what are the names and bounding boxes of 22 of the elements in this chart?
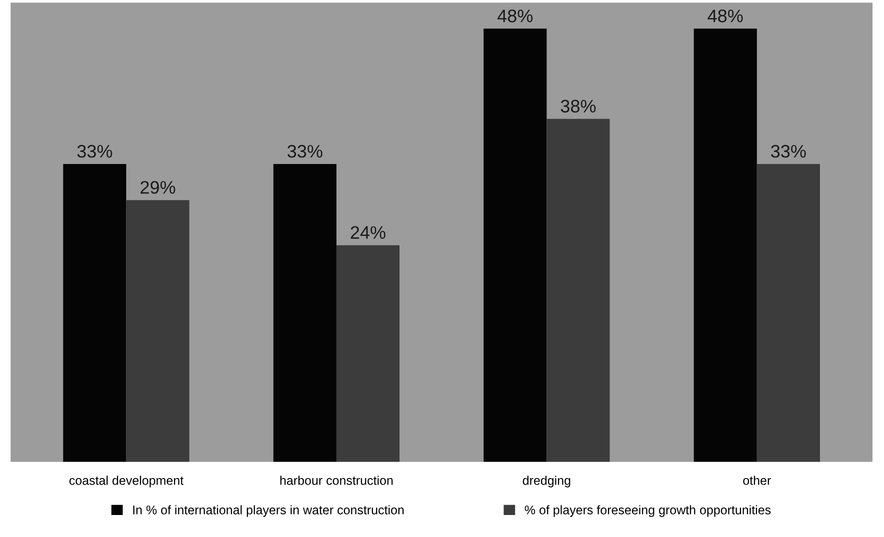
- data-label: 33%: [771, 144, 806, 158]
- x-tick-label: coastal development: [69, 476, 184, 488]
- bar: [546, 118, 610, 462]
- x-tick-label: dredging: [522, 476, 570, 488]
- data-label: 38%: [560, 100, 596, 113]
- data-label: 33%: [288, 144, 322, 158]
- data-label: 48%: [708, 10, 743, 22]
- data-label: 24%: [350, 226, 386, 239]
- data-label: 48%: [497, 10, 533, 22]
- bar: [126, 200, 190, 462]
- data-label: 33%: [77, 144, 112, 158]
- bar: [756, 164, 820, 462]
- data-label: 29%: [140, 180, 176, 194]
- bar: [336, 245, 400, 462]
- x-tick-label: harbour construction: [280, 476, 393, 485]
- bar: [484, 28, 547, 462]
- bar: [63, 164, 126, 462]
- legend-label: % of players foreseeing growth opportunities: [524, 505, 771, 517]
- bar: [694, 28, 757, 462]
- legend-label: In % of international players in water construction: [133, 505, 404, 517]
- bar: [273, 164, 336, 462]
- x-tick-label: other: [743, 476, 771, 485]
